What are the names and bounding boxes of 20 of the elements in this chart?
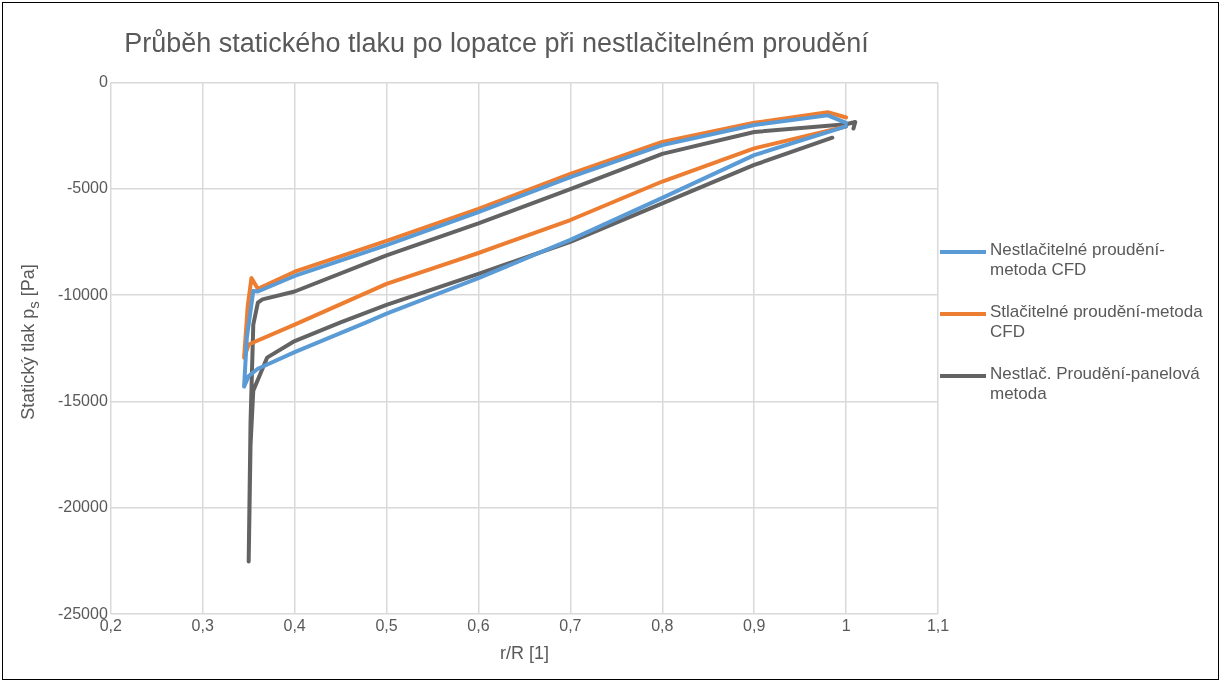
x-tick-label: 0,6 <box>467 617 490 635</box>
x-tick-label: 1 <box>841 617 851 635</box>
x-tick-label: 0,8 <box>651 617 674 635</box>
legend-label: Stlačitelné proudění-metoda CFD <box>990 302 1204 342</box>
y-tick-label: 0 <box>98 72 108 90</box>
y-tick-label: -20000 <box>57 498 108 516</box>
x-axis-title: r/R [1] <box>499 643 549 664</box>
legend-label: Nestlačitelné proudění-metoda CFD <box>990 240 1166 280</box>
x-tick-label: 1,1 <box>926 617 950 635</box>
x-tick-label: 0,3 <box>191 617 214 635</box>
chart-title: Průběh statického tlaku po lopatce při nestlačitelném proudění <box>124 27 870 58</box>
y-tick-label: -5000 <box>66 179 108 197</box>
x-tick-label: 0,2 <box>99 617 123 635</box>
x-tick-label: 0,7 <box>559 617 582 635</box>
y-tick-label: -10000 <box>57 285 108 303</box>
x-tick-label: 0,9 <box>743 617 766 635</box>
y-tick-label: -15000 <box>57 391 108 409</box>
legend-label: Nestlač. Proudění-panelová metoda <box>990 364 1201 404</box>
x-tick-label: 0,5 <box>375 617 398 635</box>
x-tick-label: 0,4 <box>283 617 306 635</box>
